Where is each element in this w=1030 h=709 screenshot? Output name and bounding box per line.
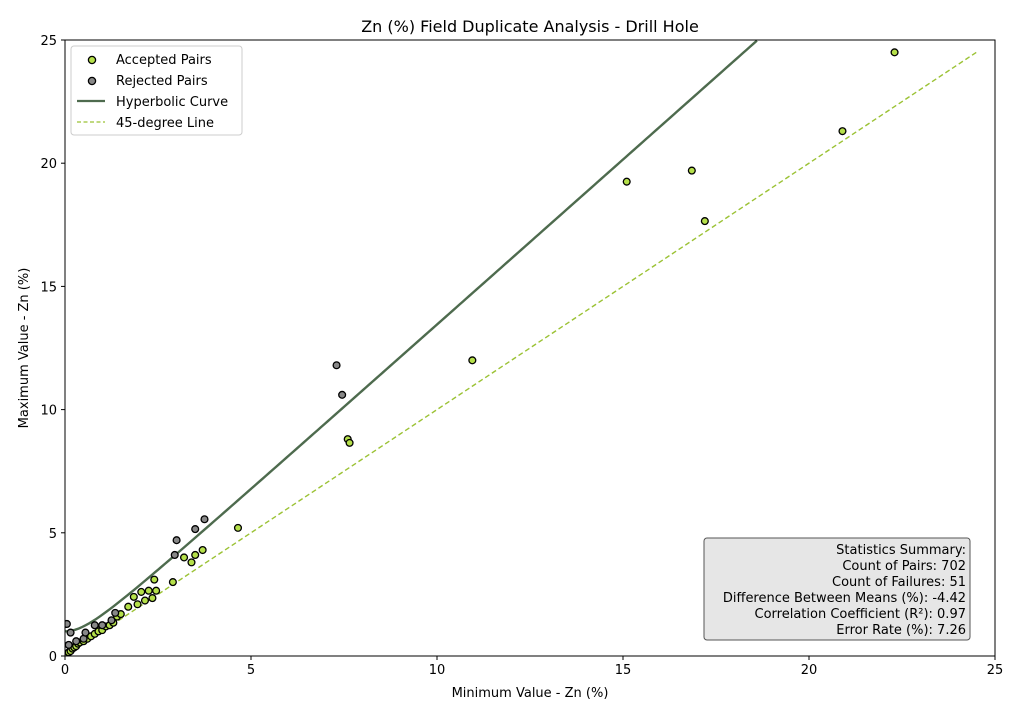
hyperbolic-curve xyxy=(65,40,758,633)
y-tick-label: 20 xyxy=(40,157,57,172)
accepted-point xyxy=(233,523,243,532)
y-tick-label: 25 xyxy=(40,34,57,49)
accepted-point xyxy=(137,587,146,596)
accepted-point xyxy=(148,594,157,603)
accepted-point xyxy=(168,578,177,587)
stats-line-failures: Count of Failures: 51 xyxy=(832,575,966,590)
rejected-point xyxy=(65,619,71,629)
legend-item-diagonal: 45-degree Line xyxy=(116,116,214,131)
points-layer xyxy=(65,48,899,656)
rejected-point xyxy=(90,621,99,630)
accepted-point xyxy=(129,592,138,601)
x-axis-label: Minimum Value - Zn (%) xyxy=(452,686,609,701)
accepted-point xyxy=(124,602,133,611)
legend-item-curve: Hyperbolic Curve xyxy=(116,95,228,110)
stats-heading: Statistics Summary: xyxy=(836,543,966,558)
rejected-point xyxy=(332,361,341,370)
y-axis: 0 5 10 15 20 25 xyxy=(40,34,65,665)
rejected-point xyxy=(170,550,179,560)
accepted-point xyxy=(468,356,477,365)
y-tick-label: 0 xyxy=(49,650,57,665)
y-tick-label: 10 xyxy=(40,404,57,419)
diagonal-line xyxy=(65,51,977,656)
plot-frame xyxy=(64,39,996,657)
accepted-point xyxy=(152,586,161,595)
stats-line-means: Difference Between Means (%): -4.42 xyxy=(723,591,966,606)
legend-accepted-marker xyxy=(87,55,97,65)
curve-layer xyxy=(65,40,758,633)
accepted-point xyxy=(191,550,200,560)
reference-line-layer xyxy=(65,51,977,656)
stats-line-pairs: Count of Pairs: 702 xyxy=(842,559,966,574)
chart-title: Zn (%) Field Duplicate Analysis - Drill … xyxy=(361,17,699,36)
x-tick-label: 10 xyxy=(429,663,446,678)
accepted-point xyxy=(140,596,150,605)
stats-line-error-rate: Error Rate (%): 7.26 xyxy=(836,623,966,638)
y-tick-label: 5 xyxy=(49,527,57,542)
accepted-point xyxy=(150,575,159,584)
rejected-point xyxy=(107,616,116,625)
accepted-point xyxy=(198,545,207,555)
rejected-point xyxy=(81,628,90,637)
x-tick-label: 20 xyxy=(801,663,818,678)
x-tick-label: 25 xyxy=(987,663,1004,678)
legend-box xyxy=(70,45,243,136)
rejected-point xyxy=(66,628,75,637)
accepted-point xyxy=(187,558,196,567)
x-tick-label: 15 xyxy=(615,663,632,678)
accepted-point xyxy=(700,217,709,226)
stats-line-correlation: Correlation Coefficient (R²): 0.97 xyxy=(755,607,967,622)
accepted-point xyxy=(133,600,142,609)
stats-box xyxy=(703,537,971,641)
accepted-point xyxy=(687,166,696,175)
legend-item-accepted: Accepted Pairs xyxy=(116,53,212,68)
legend: Accepted Pairs Rejected Pairs Hyperbolic… xyxy=(70,45,243,136)
rejected-point xyxy=(72,637,81,646)
accepted-point xyxy=(838,127,847,136)
accepted-point xyxy=(890,48,899,57)
rejected-point xyxy=(200,515,209,524)
stats-summary: Statistics Summary: Count of Pairs: 702 … xyxy=(703,537,971,641)
accepted-point xyxy=(179,553,189,562)
x-tick-label: 5 xyxy=(247,663,255,678)
rejected-point xyxy=(111,608,120,617)
x-tick-label: 0 xyxy=(61,663,69,678)
accepted-point xyxy=(144,586,153,595)
rejected-point xyxy=(65,640,73,649)
legend-rejected-marker xyxy=(87,76,97,86)
rejected-point xyxy=(191,525,200,534)
x-axis: 0 5 10 15 20 25 xyxy=(61,656,1003,678)
accepted-point xyxy=(345,438,354,447)
legend-item-rejected: Rejected Pairs xyxy=(116,74,208,89)
accepted-point xyxy=(622,177,631,186)
rejected-point xyxy=(338,390,347,399)
rejected-point xyxy=(172,536,181,545)
rejected-point xyxy=(98,621,107,630)
y-axis-label: Maximum Value - Zn (%) xyxy=(17,268,32,429)
y-tick-label: 15 xyxy=(40,280,57,295)
